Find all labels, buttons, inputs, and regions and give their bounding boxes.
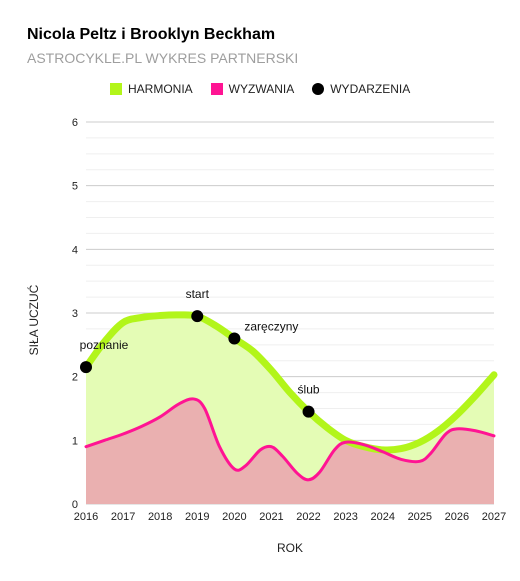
x-tick-label: 2027 [482, 511, 506, 523]
x-tick-label: 2021 [259, 511, 283, 523]
legend-swatch-wyzwania [210, 83, 223, 95]
line-wyzwania [84, 397, 496, 482]
event-marker [191, 310, 204, 323]
event-label: zaręczyny [244, 319, 298, 333]
chart-title: Nicola Peltz i Brooklyn Beckham [27, 26, 276, 43]
x-axis-label: ROK [277, 541, 303, 555]
event-label: start [186, 287, 210, 301]
y-axis-label: SIŁA UCZUĆ [26, 284, 41, 355]
x-tick-label: 2016 [74, 511, 98, 523]
x-tick-label: 2024 [370, 511, 394, 523]
area-wyzwania [86, 398, 494, 504]
x-tick-label: 2019 [185, 511, 209, 523]
legend: HARMONIA WYZWANIA WYDARZENIA [110, 82, 428, 96]
x-tick-label: 2020 [222, 511, 246, 523]
x-tick-label: 2025 [408, 511, 432, 523]
line-harmonia [82, 311, 498, 454]
legend-item-wyzwania: WYZWANIA [210, 82, 295, 96]
legend-swatch-harmonia [110, 83, 122, 95]
y-tick-label: 0 [72, 499, 78, 511]
legend-item-wydarzenia: WYDARZENIA [312, 82, 410, 96]
y-tick-label: 3 [72, 308, 78, 320]
y-tick-label: 5 [72, 181, 78, 193]
event-markers: poznanie start zaręczyny ślub [80, 287, 320, 418]
event-marker [302, 405, 315, 418]
event-label: ślub [298, 383, 320, 397]
x-tick-label: 2022 [296, 511, 320, 523]
series-lines [82, 311, 498, 482]
x-tick-label: 2026 [445, 511, 469, 523]
x-tick-label: 2018 [148, 511, 172, 523]
y-tick-label: 6 [72, 117, 78, 129]
legend-item-harmonia: HARMONIA [110, 82, 193, 96]
x-tick-label: 2023 [333, 511, 357, 523]
legend-label-harmonia: HARMONIA [128, 82, 193, 96]
y-tick-label: 4 [72, 244, 78, 256]
legend-label-wyzwania: WYZWANIA [228, 82, 295, 96]
legend-swatch-wydarzenia [312, 83, 325, 95]
legend-label-wydarzenia: WYDARZENIA [330, 82, 411, 96]
y-tick-labels: 0 1 2 3 4 5 6 [72, 117, 78, 511]
event-marker [228, 332, 241, 345]
chart-subtitle: ASTROCYKLE.PL WYKRES PARTNERSKI [27, 50, 299, 66]
event-marker [80, 361, 92, 374]
x-tick-labels: 2016 2017 2018 2019 2020 2021 2022 2023 2024 2025… [74, 511, 506, 523]
event-label: poznanie [80, 338, 129, 352]
y-tick-label: 2 [72, 372, 78, 384]
series-areas [86, 314, 494, 504]
y-tick-label: 1 [72, 435, 78, 447]
x-tick-label: 2017 [111, 511, 135, 523]
